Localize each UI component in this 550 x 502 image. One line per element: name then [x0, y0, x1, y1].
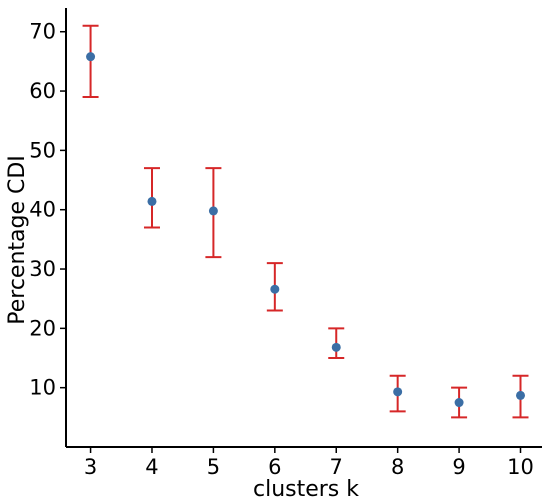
y-tick-label: 60	[29, 79, 56, 103]
x-tick-label: 6	[268, 455, 281, 479]
y-tick-label: 50	[29, 138, 56, 162]
y-tick-label: 10	[29, 376, 56, 400]
data-point	[208, 206, 218, 216]
x-tick-label: 3	[84, 455, 97, 479]
y-axis-title: Percentage CDI	[5, 155, 30, 325]
x-tick-label: 8	[391, 455, 404, 479]
data-point	[270, 284, 280, 294]
x-tick-label: 9	[452, 455, 465, 479]
x-axis-title: clusters k	[253, 477, 359, 502]
data-point	[393, 387, 403, 397]
y-tick-label: 70	[29, 20, 56, 44]
data-point	[516, 390, 526, 400]
x-tick-label: 7	[330, 455, 343, 479]
x-tick-label: 4	[145, 455, 158, 479]
data-point	[86, 52, 96, 62]
error-bar	[82, 24, 99, 98]
data-point	[331, 342, 341, 352]
x-axis-ticks: 3 4 5 6 7 8 9 10	[84, 447, 534, 479]
x-tick-label: 5	[207, 455, 220, 479]
x-tick-label: 10	[507, 455, 534, 479]
y-axis-ticks: 10 20 30 40 50 60 70	[29, 20, 66, 400]
data-point	[454, 398, 464, 408]
y-tick-label: 20	[29, 316, 56, 340]
data-point	[147, 196, 157, 206]
data-points	[86, 52, 526, 408]
error-bars	[82, 24, 529, 419]
y-tick-label: 30	[29, 257, 56, 281]
y-tick-label: 40	[29, 198, 56, 222]
